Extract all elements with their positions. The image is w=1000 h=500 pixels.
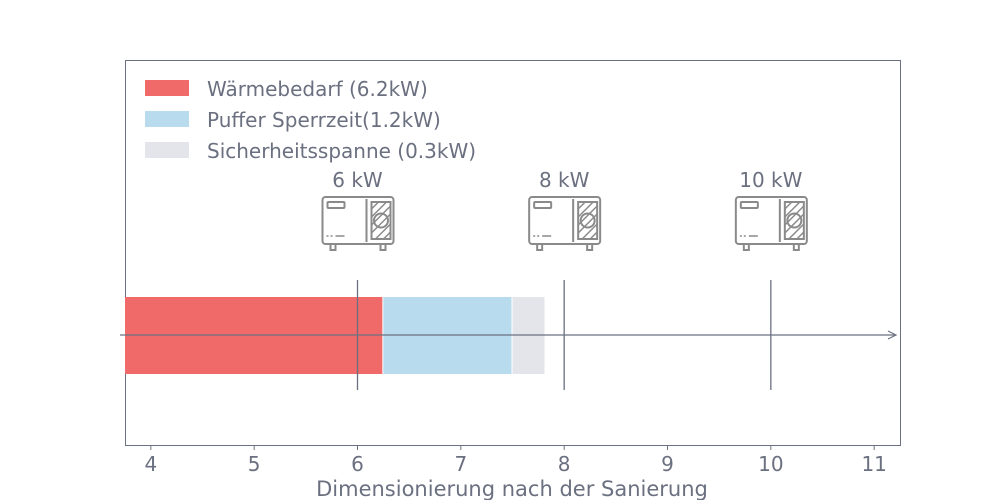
marker-label: 10 kW	[739, 168, 802, 192]
x-tick-label: 8	[558, 452, 571, 476]
x-tick-label: 6	[351, 452, 364, 476]
marker-label: 8 kW	[539, 168, 590, 192]
x-tick-label: 9	[661, 452, 674, 476]
heat-pump-icon	[734, 196, 808, 251]
legend-label: Sicherheitsspanne (0.3kW)	[207, 139, 476, 163]
legend: Wärmebedarf (6.2kW) Puffer Sperrzeit(1.2k…	[145, 77, 476, 163]
arrow-head	[887, 330, 898, 340]
x-tick-label: 7	[454, 452, 467, 476]
x-tick-label: 11	[861, 452, 886, 476]
marker-label: 6 kW	[332, 168, 383, 192]
legend-swatch	[145, 111, 189, 127]
legend-swatch	[145, 80, 189, 96]
legend-label: Wärmebedarf (6.2kW)	[207, 77, 428, 101]
x-tick-label: 5	[248, 452, 261, 476]
heat-pump-icon	[528, 196, 602, 251]
x-tick-label: 4	[144, 452, 157, 476]
x-axis-label: Dimensionierung nach der Sanierung	[316, 477, 708, 500]
plot-frame	[125, 60, 901, 446]
x-tick-label: 10	[758, 452, 783, 476]
heat-pump-icon	[321, 196, 395, 251]
legend-label: Puffer Sperrzeit(1.2kW)	[207, 108, 441, 132]
legend-swatch	[145, 142, 189, 158]
